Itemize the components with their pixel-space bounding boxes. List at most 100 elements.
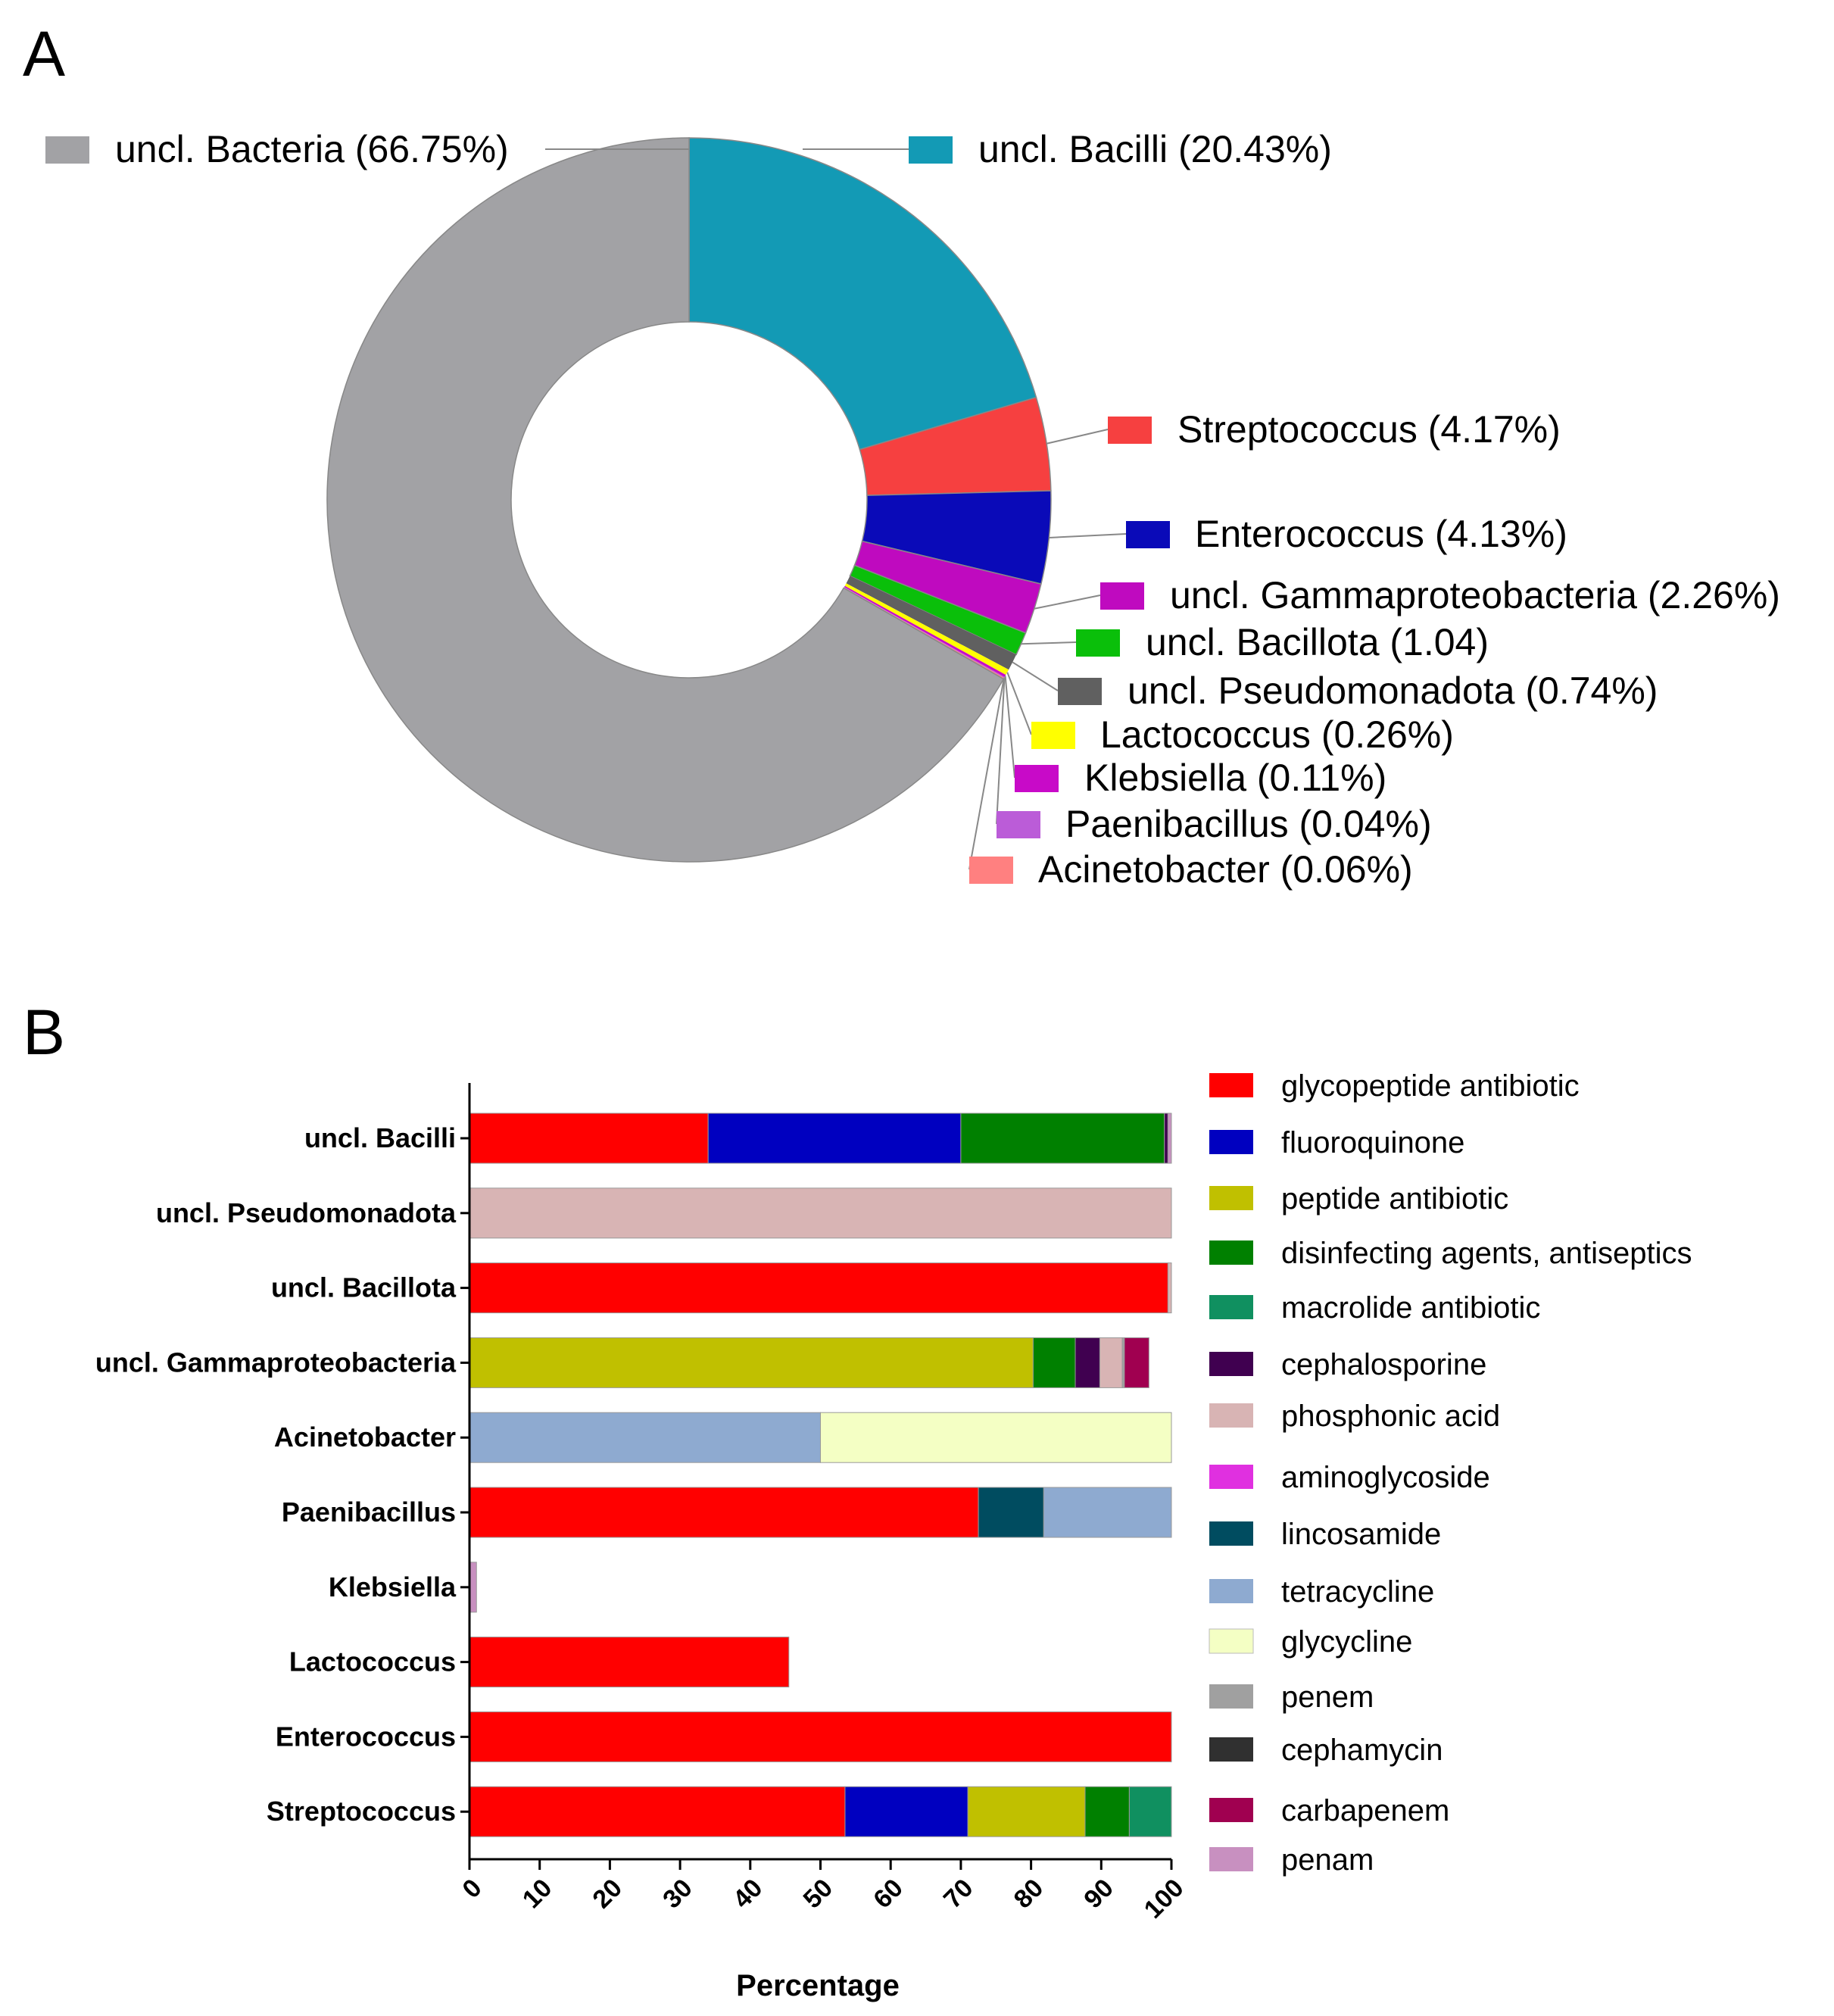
slice-label-uncl-bacillota: uncl. Bacillota (1.04) [1146,621,1489,663]
bar-acinetobacter-tetracycline [469,1412,821,1463]
x-tick-label-20: 20 [587,1874,628,1915]
category-label-uncl-pseudomonadota: uncl. Pseudomonadota [156,1197,457,1228]
label-swatch-uncl-bacteria [45,136,89,164]
label-swatch-uncl-bacilli [909,136,953,164]
bar-category-labels: uncl. Bacilli uncl. Pseudomonadota uncl. B… [95,1122,457,1827]
bar-uncl-gammaproteobacteria-carbapenem [1124,1337,1149,1388]
slice-paenibacillus [844,587,1005,679]
bar-lactococcus-glycopeptide-antibiotic [469,1637,790,1688]
bar-uncl-bacilli-cephalosporine [1164,1113,1168,1164]
stacked-bar-chart: uncl. Bacilli uncl. Pseudomonadota uncl. B… [95,1069,1692,2002]
bar-uncl-pseudomonadota-phosphonic-acid [469,1187,1172,1239]
legend-swatch-glycycline [1209,1628,1254,1654]
legend-label-lincosamide: lincosamide [1281,1518,1441,1551]
leader-line-uncl-pseudomonadota [1012,661,1059,691]
x-tick-label-0: 0 [457,1874,487,1904]
x-tick-label-40: 40 [728,1874,769,1915]
legend-label-fluoroquinone: fluoroquinone [1281,1126,1464,1159]
x-tick-label-10: 10 [517,1874,558,1915]
label-swatch-uncl-gammaproteobacteria [1100,582,1144,610]
slice-label-uncl-bacilli: uncl. Bacilli (20.43%) [978,128,1332,170]
legend-label-phosphonic-acid: phosphonic acid [1281,1400,1500,1433]
bar-segments [469,1113,1172,1837]
legend-label-carbapenem: carbapenem [1281,1794,1449,1827]
label-swatch-paenibacillus [997,811,1040,838]
bar-uncl-bacillota-glycopeptide-antibiotic [469,1262,1168,1314]
legend-label-penam: penam [1281,1843,1374,1877]
legend-swatch-penam [1209,1847,1253,1871]
bar-uncl-bacilli-fluoroquinone [707,1113,962,1164]
x-tick-label-80: 80 [1009,1874,1050,1915]
legend-swatch-fluoroquinone [1209,1130,1253,1154]
slice-uncl-bacillota [849,564,1027,656]
legend-label-tetracycline: tetracycline [1281,1575,1434,1609]
legend-swatch-aminoglycoside [1209,1465,1253,1489]
bar-streptococcus-glycopeptide-antibiotic [469,1786,846,1837]
legend-label-cephamycin: cephamycin [1281,1734,1443,1767]
bar-streptococcus-macrolide-antibiotic [1128,1786,1172,1837]
leader-line-uncl-gammaproteobacteria [1034,595,1101,610]
leader-line-streptococcus [1046,429,1109,445]
bar-uncl-bacilli-penam [1167,1113,1172,1164]
slice-label-klebsiella: Klebsiella (0.11%) [1084,757,1386,799]
legend-swatch-penem [1209,1684,1253,1709]
panel-letter-b: B [23,997,65,1068]
category-label-paenibacillus: Paenibacillus [282,1496,456,1528]
bar-acinetobacter-glycycline [820,1412,1172,1463]
legend-label-glycycline: glycycline [1281,1625,1412,1659]
x-tick-label-90: 90 [1078,1874,1119,1915]
legend-swatch-lincosamide [1209,1521,1253,1546]
bar-uncl-bacilli-disinfecting-agents-antiseptics [960,1113,1165,1164]
donut-slices [326,137,1052,863]
legend-swatch-carbapenem [1209,1798,1253,1822]
donut-leader-lines [545,148,1127,870]
x-tick-label-30: 30 [657,1874,698,1915]
slice-label-streptococcus: Streptococcus (4.17%) [1177,408,1561,451]
bar-tick-labels: 0 10 20 30 40 50 60 70 80 90 100 [457,1874,1189,1924]
leader-line-lactococcus [1006,672,1032,735]
legend-label-macrolide-antibiotic: macrolide antibiotic [1281,1291,1540,1325]
legend-label-cephalosporine: cephalosporine [1281,1348,1486,1381]
legend-swatch-cephalosporine [1209,1352,1253,1376]
slice-label-acinetobacter: Acinetobacter (0.06%) [1038,848,1413,891]
slice-label-uncl-gammaproteobacteria: uncl. Gammaproteobacteria (2.26%) [1170,574,1780,616]
bar-streptococcus-peptide-antibiotic [967,1786,1086,1837]
slice-label-uncl-pseudomonadota: uncl. Pseudomonadota (0.74%) [1128,669,1658,712]
bar-uncl-gammaproteobacteria-peptide-antibiotic [469,1337,1034,1388]
leader-line-uncl-bacillota [1021,641,1077,645]
label-swatch-enterococcus [1126,521,1170,548]
donut-chart: uncl. Bacilli (20.43%) Streptococcus (4.1… [45,128,1780,891]
category-label-lactococcus: Lactococcus [289,1646,456,1677]
category-label-uncl-bacillota: uncl. Bacillota [271,1272,457,1303]
slice-label-lactococcus: Lactococcus (0.26%) [1100,713,1454,756]
category-label-enterococcus: Enterococcus [276,1721,456,1752]
bar-streptococcus-fluoroquinone [844,1786,968,1837]
label-swatch-uncl-bacillota [1076,629,1120,657]
slice-klebsiella [844,585,1006,678]
legend-label-glycopeptide-antibiotic: glycopeptide antibiotic [1281,1069,1580,1103]
slice-lactococcus [844,583,1009,676]
x-tick-label-70: 70 [938,1874,979,1915]
bar-paenibacillus-lincosamide [978,1487,1044,1538]
leader-line-enterococcus [1049,533,1127,538]
label-swatch-streptococcus [1108,417,1152,444]
slice-label-enterococcus: Enterococcus (4.13%) [1195,513,1567,555]
bar-legend: glycopeptide antibiotic fluoroquinone pept… [1209,1069,1692,1877]
bar-enterococcus-glycopeptide-antibiotic [469,1711,1172,1762]
legend-label-penem: penem [1281,1681,1374,1714]
slice-uncl-pseudomonadota [846,576,1017,670]
slice-label-paenibacillus: Paenibacillus (0.04%) [1065,803,1432,845]
slice-uncl-bacilli [688,137,1037,451]
bar-uncl-bacillota-phosphonic-acid [1167,1262,1172,1314]
x-tick-label-50: 50 [798,1874,839,1915]
bar-paenibacillus-glycopeptide-antibiotic [469,1487,979,1538]
category-label-uncl-bacilli: uncl. Bacilli [304,1122,456,1153]
leader-line-klebsiella [1004,676,1015,779]
donut-labels: uncl. Bacilli (20.43%) Streptococcus (4.1… [45,128,1780,891]
bar-uncl-gammaproteobacteria-phosphonic-acid [1099,1337,1123,1388]
legend-swatch-glycopeptide-antibiotic [1209,1073,1253,1097]
legend-swatch-cephamycin [1209,1737,1253,1762]
category-label-acinetobacter: Acinetobacter [274,1421,456,1453]
category-label-uncl-gammaproteobacteria: uncl. Gammaproteobacteria [95,1347,457,1378]
